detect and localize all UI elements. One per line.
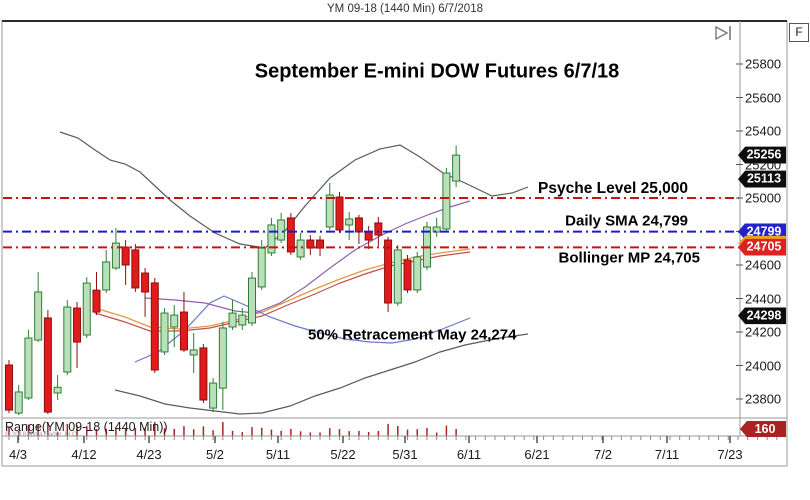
- candle-body: [14, 391, 23, 414]
- y-axis-label: 24400: [745, 291, 782, 306]
- price-tag: 24298: [738, 307, 786, 325]
- window-title: YM 09-18 (1440 Min) 6/7/2018: [327, 3, 483, 15]
- y-axis-label: 25400: [745, 123, 782, 139]
- watermark: © 2018 NinjaTrader, LLC: [5, 431, 77, 438]
- candle-body: [141, 272, 150, 293]
- y-axis-label: 25000: [745, 190, 782, 206]
- candle-body: [374, 222, 383, 236]
- candle-body: [267, 224, 276, 254]
- y-axis-label: 25800: [745, 56, 782, 72]
- candle-body: [345, 218, 354, 226]
- candle-body: [209, 382, 218, 409]
- x-axis-label: 5/2: [205, 447, 225, 462]
- bollinger-midline: [94, 248, 471, 330]
- candle-body: [257, 247, 266, 288]
- candle-body: [73, 307, 82, 343]
- range-indicator-label: Range(YM 09-18 (1440 Min)): [5, 420, 168, 434]
- candle-body: [34, 291, 43, 341]
- candle-body: [170, 314, 179, 328]
- price-tag: 24705: [738, 238, 786, 256]
- purple-sma-line: [144, 200, 471, 314]
- candle-body: [102, 261, 111, 291]
- candle-body: [325, 194, 334, 228]
- candle-body: [403, 259, 412, 291]
- candle-body: [179, 311, 188, 351]
- candle-body: [364, 231, 373, 241]
- range-value-tag: 160: [740, 421, 786, 437]
- psyche-label[interactable]: Psyche Level 25,000: [538, 180, 688, 197]
- candle-body: [199, 347, 208, 401]
- y-axis-label: 24000: [745, 358, 782, 373]
- candle-body: [393, 249, 402, 304]
- candle-body: [53, 386, 62, 394]
- data-series-button[interactable]: F: [789, 23, 809, 42]
- x-axis-label: 5/11: [265, 447, 291, 462]
- y-axis-label: 24600: [745, 257, 782, 273]
- candle-body: [248, 277, 256, 324]
- candle-body: [452, 154, 461, 182]
- candle-body: [335, 196, 344, 231]
- y-axis-label: 24200: [745, 324, 782, 340]
- candle-body: [160, 312, 169, 353]
- candle-body: [286, 217, 295, 253]
- x-axis-label: 7/2: [593, 447, 613, 462]
- candle-body: [43, 317, 52, 413]
- candle-body: [238, 314, 247, 326]
- x-axis-label: 4/12: [71, 447, 97, 462]
- candle-body: [82, 282, 91, 336]
- candle-body: [92, 289, 101, 313]
- lower-bollinger-band: [114, 333, 529, 415]
- candle-body: [63, 306, 72, 373]
- sma-label[interactable]: Daily SMA 24,799: [565, 212, 688, 230]
- retrace-label[interactable]: 50% Retracement May 24,274: [308, 326, 517, 344]
- candle-body: [384, 239, 393, 304]
- x-axis-label: 4/23: [136, 447, 162, 462]
- x-axis-label: 7/11: [654, 447, 680, 462]
- candle-body: [150, 282, 159, 371]
- candle-body: [189, 349, 198, 356]
- candle-body: [5, 364, 13, 411]
- mp-label[interactable]: Bollinger MP 24,705: [558, 249, 700, 267]
- candle-body: [277, 219, 286, 241]
- go-to-end-icon[interactable]: [715, 25, 729, 41]
- candle-body: [432, 226, 441, 233]
- candle-body: [131, 249, 140, 289]
- y-axis-label: 23800: [745, 391, 782, 407]
- x-axis-label: 7/23: [717, 447, 743, 462]
- candle-body: [442, 172, 451, 230]
- chart-frame: [1, 20, 788, 467]
- x-axis-label: 5/22: [330, 447, 356, 462]
- chart-title[interactable]: September E-mini DOW Futures 6/7/18: [254, 60, 620, 83]
- price-tag: 25256: [738, 146, 786, 164]
- x-axis-label: 6/11: [456, 447, 482, 462]
- x-axis-label: 5/31: [392, 447, 418, 462]
- slow-sma-line: [134, 295, 471, 363]
- x-axis-label: 4/3: [8, 447, 28, 462]
- candle-body: [24, 337, 33, 399]
- candle-body: [111, 242, 120, 269]
- x-axis-label: 6/21: [524, 447, 550, 462]
- candle-body: [218, 327, 227, 389]
- candle-body: [228, 312, 237, 328]
- candle-body: [121, 246, 130, 266]
- candle-body: [413, 256, 422, 291]
- price-tag: 25113: [738, 170, 786, 188]
- y-axis-label: 25600: [745, 90, 782, 105]
- candle-body: [296, 239, 305, 258]
- candle-body: [354, 217, 363, 233]
